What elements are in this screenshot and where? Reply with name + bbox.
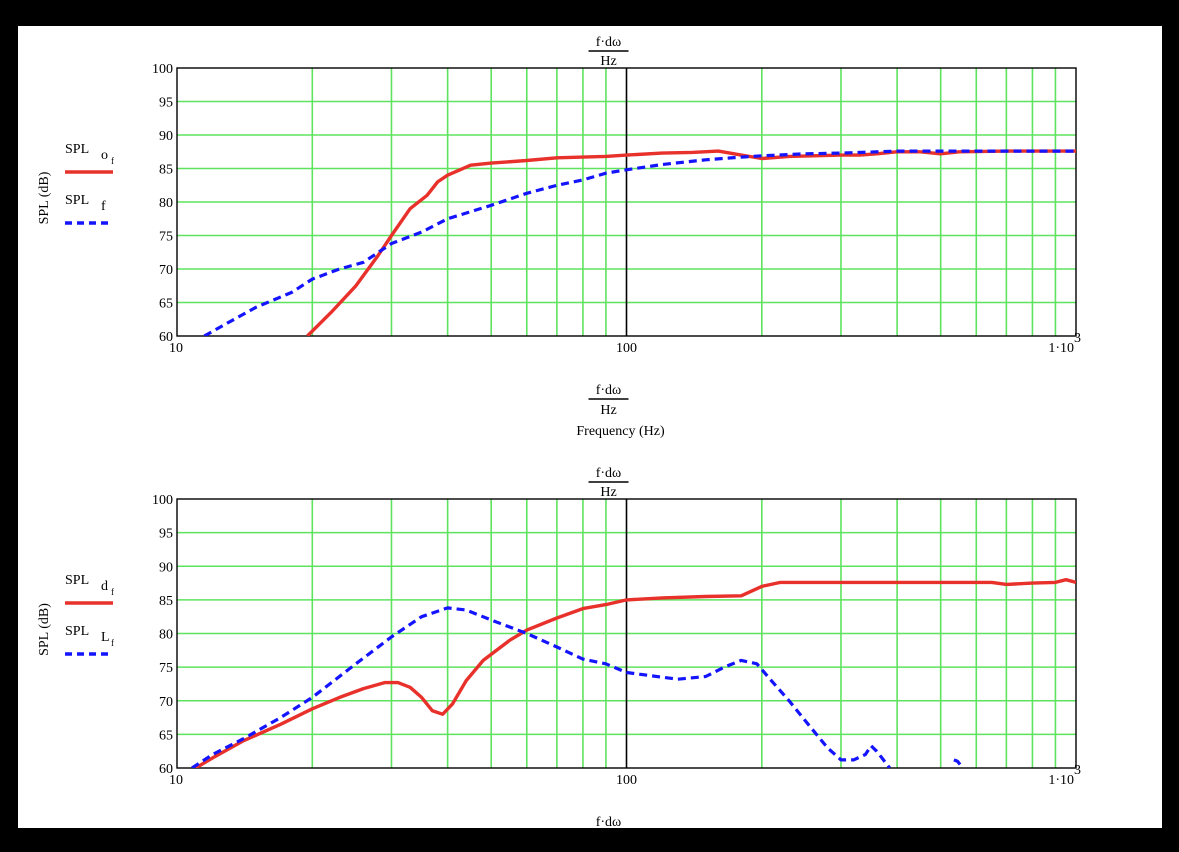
y-tick-label: 60 (159, 330, 173, 345)
series-line (203, 149, 1076, 336)
y-tick-label: 95 (159, 96, 173, 111)
chart-panel-2: 60 65 70 75 80 85 90 95 100 10 100 1·103 f·dω Hz f·dω S… (37, 466, 1081, 828)
series-line (194, 578, 1076, 768)
legend-subscript: L (101, 630, 110, 645)
legend-label: SPL (65, 624, 89, 639)
legend-subscript: d (101, 579, 108, 594)
legend-sub-subscript: f (111, 156, 114, 166)
series-line (953, 758, 965, 768)
top-label-numerator: f·dω (596, 466, 622, 481)
legend-label: SPL (65, 573, 89, 588)
x-tick-exponent: 3 (1074, 763, 1081, 778)
x-tick-label: 10 (169, 773, 183, 788)
legend-sub-subscript: f (111, 638, 114, 648)
y-tick-label: 75 (159, 661, 173, 676)
y-tick-label: 90 (159, 129, 173, 144)
y-axis-title: SPL (dB) (37, 171, 52, 224)
x-label-denominator: Hz (600, 403, 616, 418)
y-tick-label: 70 (159, 263, 173, 278)
series-line (306, 149, 1076, 336)
x-tick-label: 100 (616, 773, 637, 788)
chart-frame: 60 65 70 75 80 85 90 95 100 10 100 1·10 3 f·dω Hz f·dω H… (18, 26, 1162, 828)
legend-sub-subscript: f (111, 587, 114, 597)
plot-border (176, 498, 1077, 769)
y-tick-label: 65 (159, 728, 173, 743)
y-tick-label: 95 (159, 527, 173, 542)
top-label-numerator: f·dω (596, 35, 622, 50)
legend-subscript: f (101, 199, 106, 214)
x-tick-exponent: 3 (1074, 331, 1081, 346)
series-line (191, 606, 891, 768)
x-axis-title: Frequency (Hz) (576, 424, 665, 439)
y-axis-title: SPL (dB) (37, 603, 52, 656)
x-label-numerator: f·dω (596, 383, 622, 398)
x-tick-label: 1·10 (1048, 773, 1074, 788)
y-tick-label: 60 (159, 762, 173, 777)
y-tick-label: 80 (159, 628, 173, 643)
y-tick-label: 85 (159, 163, 173, 178)
y-tick-label: 90 (159, 560, 173, 575)
top-label-denominator: Hz (600, 54, 616, 69)
y-tick-label: 100 (152, 493, 173, 508)
chart-panel-1: 60 65 70 75 80 85 90 95 100 10 100 1·103 f·dω Hz f·dω H… (37, 35, 1081, 439)
y-tick-label: 80 (159, 196, 173, 211)
legend-label: SPL (65, 193, 89, 208)
legend-subscript: o (101, 148, 108, 163)
x-label-numerator: f·dω (596, 815, 622, 828)
x-tick-label: 10 (169, 341, 183, 356)
y-tick-label: 75 (159, 230, 173, 245)
x-tick-label: 1·10 (1048, 341, 1074, 356)
x-tick-label: 100 (616, 341, 637, 356)
y-tick-label: 85 (159, 594, 173, 609)
plot-border (176, 67, 1077, 337)
top-label-denominator: Hz (600, 485, 616, 500)
y-tick-label: 70 (159, 695, 173, 710)
y-tick-label: 65 (159, 297, 173, 312)
legend-label: SPL (65, 142, 89, 157)
y-tick-label: 100 (152, 62, 173, 77)
